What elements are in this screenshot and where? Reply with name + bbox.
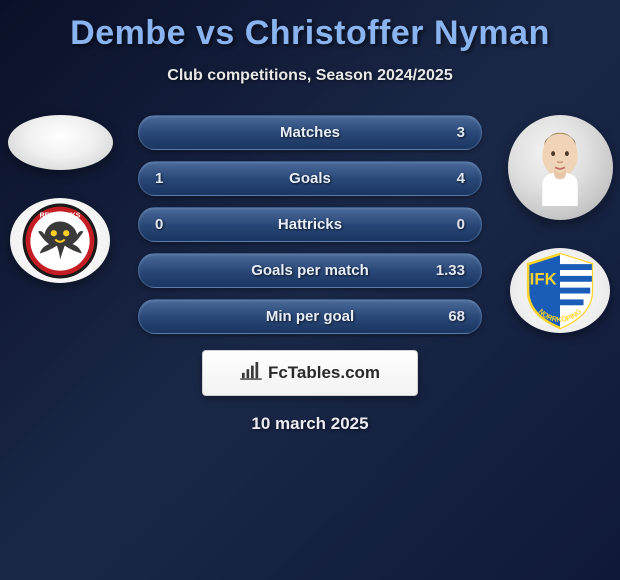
stat-row-goals: 1 Goals 4 (138, 161, 482, 196)
stat-row-hattricks: 0 Hattricks 0 (138, 207, 482, 242)
stat-label: Goals per match (191, 262, 429, 279)
stat-left-value: 1 (155, 170, 191, 187)
main-content-row: REDHAWKS Matches 3 1 Goals 4 0 Hattricks… (0, 115, 620, 334)
redhawks-icon: REDHAWKS (21, 202, 99, 280)
stat-right-value: 3 (429, 124, 465, 141)
brand-label: FcTables.com (268, 363, 380, 383)
stat-row-matches: Matches 3 (138, 115, 482, 150)
brand-attribution[interactable]: FcTables.com (202, 350, 418, 396)
right-player-column: IFK NORRKÖPING NORRKÖPING (500, 115, 620, 333)
stat-label: Min per goal (191, 308, 429, 325)
stat-left-value: 0 (155, 216, 191, 233)
stat-label: Goals (191, 170, 429, 187)
stats-column: Matches 3 1 Goals 4 0 Hattricks 0 Goals … (120, 115, 500, 334)
left-player-avatar (8, 115, 113, 170)
stat-label: Hattricks (191, 216, 429, 233)
stat-right-value: 0 (429, 216, 465, 233)
right-player-avatar (508, 115, 613, 220)
stat-right-value: 68 (429, 308, 465, 325)
stat-row-goals-per-match: Goals per match 1.33 (138, 253, 482, 288)
left-player-column: REDHAWKS (0, 115, 120, 283)
chart-icon (240, 362, 262, 385)
comparison-card: Dembe vs Christoffer Nyman Club competit… (0, 0, 620, 434)
stat-label: Matches (191, 124, 429, 141)
norrkoping-icon: IFK NORRKÖPING NORRKÖPING (518, 249, 602, 333)
svg-text:REDHAWKS: REDHAWKS (40, 212, 81, 219)
svg-text:IFK: IFK (530, 269, 557, 288)
stat-row-min-per-goal: Min per goal 68 (138, 299, 482, 334)
stat-right-value: 4 (429, 170, 465, 187)
page-title: Dembe vs Christoffer Nyman (70, 14, 550, 53)
stat-right-value: 1.33 (429, 262, 465, 279)
left-team-badge: REDHAWKS (10, 198, 110, 283)
right-team-badge: IFK NORRKÖPING NORRKÖPING (510, 248, 610, 333)
date-label: 10 march 2025 (251, 414, 368, 434)
player-face-icon (529, 128, 592, 207)
svg-text:NORRKÖPING: NORRKÖPING (518, 249, 559, 251)
page-subtitle: Club competitions, Season 2024/2025 (167, 67, 452, 85)
